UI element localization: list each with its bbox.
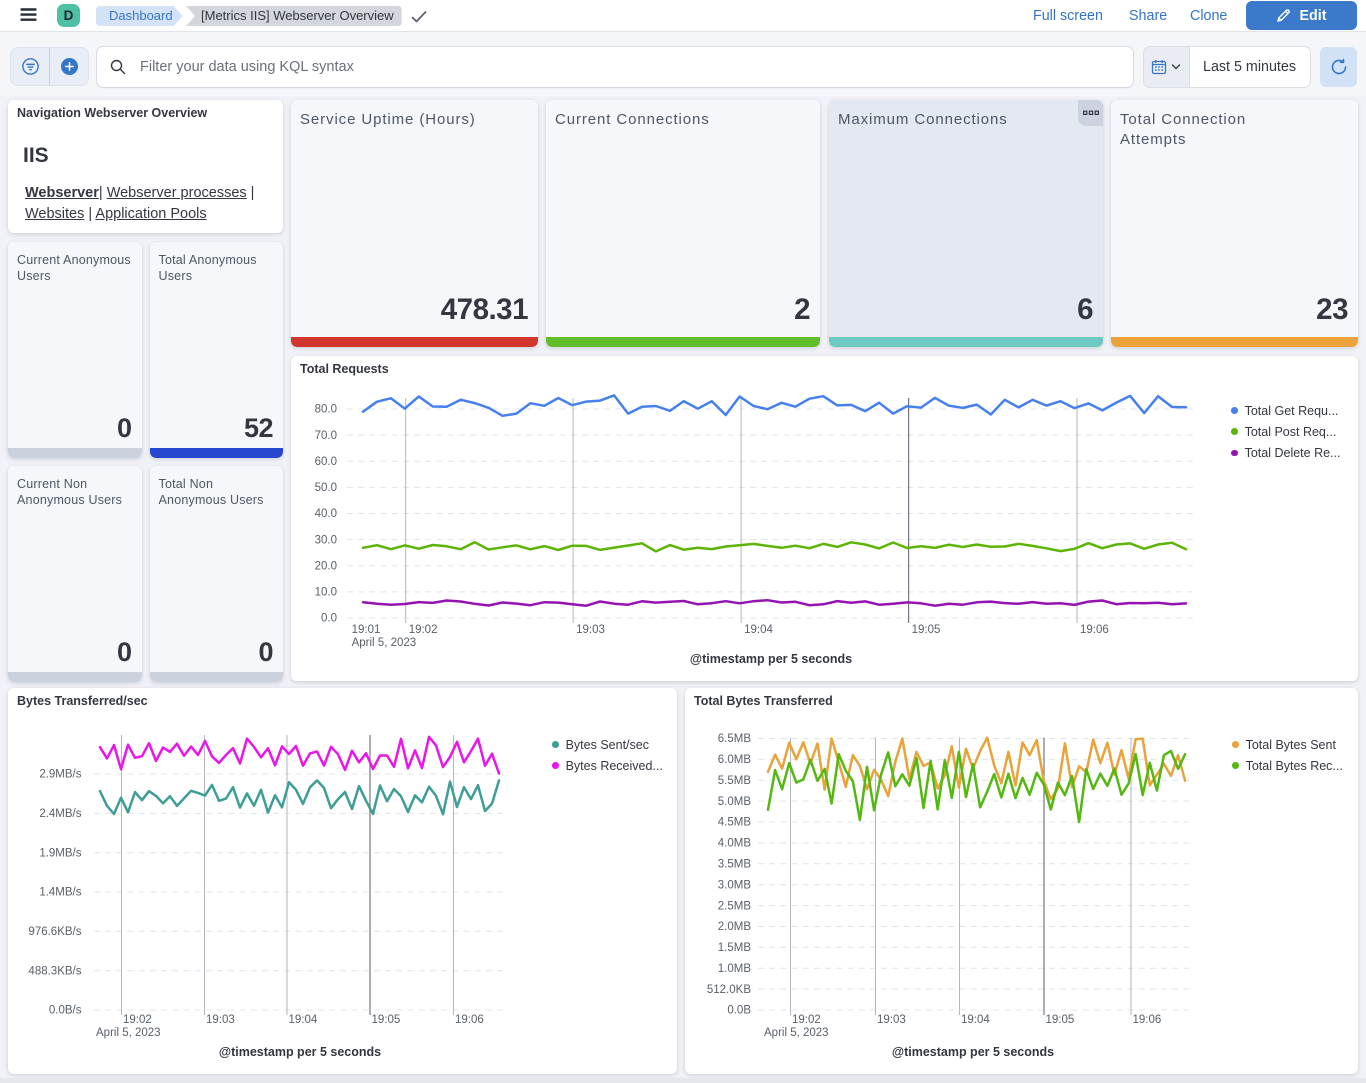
svg-text:April 5, 2023: April 5, 2023 <box>352 637 417 649</box>
svg-text:19:02: 19:02 <box>123 1014 152 1026</box>
svg-text:19:03: 19:03 <box>576 624 605 636</box>
svg-text:60.0: 60.0 <box>315 456 337 468</box>
svg-text:19:02: 19:02 <box>409 624 438 636</box>
svg-text:6.0MB: 6.0MB <box>718 754 752 766</box>
svg-text:@timestamp per 5 seconds: @timestamp per 5 seconds <box>892 1045 1054 1059</box>
svg-text:50.0: 50.0 <box>315 482 337 494</box>
svg-text:April 5, 2023: April 5, 2023 <box>764 1027 829 1039</box>
svg-text:19:03: 19:03 <box>877 1014 906 1026</box>
svg-text:40.0: 40.0 <box>315 508 337 520</box>
svg-text:5.0MB: 5.0MB <box>718 796 752 808</box>
svg-text:976.6KB/s: 976.6KB/s <box>28 926 81 938</box>
svg-text:1.4MB/s: 1.4MB/s <box>39 887 81 899</box>
svg-text:6.5MB: 6.5MB <box>718 733 752 745</box>
svg-text:19:01: 19:01 <box>352 624 381 636</box>
svg-text:2.5MB: 2.5MB <box>718 900 752 912</box>
svg-text:19:05: 19:05 <box>912 624 941 636</box>
svg-text:1.9MB/s: 1.9MB/s <box>39 847 81 859</box>
svg-text:80.0: 80.0 <box>315 404 337 416</box>
svg-text:0.0B: 0.0B <box>727 1005 751 1017</box>
svg-text:4.0MB: 4.0MB <box>718 838 752 850</box>
svg-text:1.5MB: 1.5MB <box>718 942 752 954</box>
svg-text:19:04: 19:04 <box>289 1014 318 1026</box>
svg-text:19:06: 19:06 <box>455 1014 484 1026</box>
svg-text:@timestamp per 5 seconds: @timestamp per 5 seconds <box>690 652 852 666</box>
svg-text:0.0B/s: 0.0B/s <box>49 1005 82 1017</box>
svg-text:30.0: 30.0 <box>315 534 337 546</box>
svg-text:488.3KB/s: 488.3KB/s <box>28 965 81 977</box>
svg-text:5.5MB: 5.5MB <box>718 775 752 787</box>
svg-text:19:04: 19:04 <box>961 1014 990 1026</box>
svg-text:20.0: 20.0 <box>315 560 337 572</box>
svg-text:19:06: 19:06 <box>1080 624 1109 636</box>
svg-text:19:03: 19:03 <box>206 1014 235 1026</box>
svg-text:19:05: 19:05 <box>1046 1014 1075 1026</box>
svg-text:10.0: 10.0 <box>315 587 337 599</box>
svg-text:3.0MB: 3.0MB <box>718 879 752 891</box>
svg-text:April 5, 2023: April 5, 2023 <box>96 1027 161 1039</box>
svg-text:19:04: 19:04 <box>744 624 773 636</box>
svg-text:0.0: 0.0 <box>321 613 337 625</box>
svg-text:@timestamp per 5 seconds: @timestamp per 5 seconds <box>219 1045 381 1059</box>
svg-text:70.0: 70.0 <box>315 430 337 442</box>
svg-text:19:06: 19:06 <box>1133 1014 1162 1026</box>
svg-text:2.4MB/s: 2.4MB/s <box>39 808 81 820</box>
svg-text:4.5MB: 4.5MB <box>718 817 752 829</box>
svg-text:19:05: 19:05 <box>372 1014 401 1026</box>
svg-text:19:02: 19:02 <box>792 1014 821 1026</box>
svg-text:512.0KB: 512.0KB <box>707 984 751 996</box>
svg-text:1.0MB: 1.0MB <box>718 963 752 975</box>
svg-text:2.0MB: 2.0MB <box>718 921 752 933</box>
svg-text:2.9MB/s: 2.9MB/s <box>39 769 81 781</box>
svg-text:3.5MB: 3.5MB <box>718 859 752 871</box>
